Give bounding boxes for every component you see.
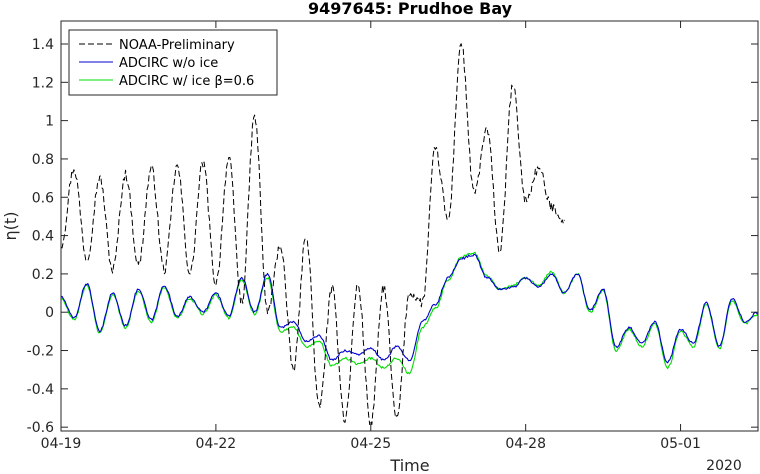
series-line-1 (60, 253, 759, 364)
y-tick-label: 1.4 (32, 37, 54, 53)
y-tick-label: 0.2 (32, 267, 54, 283)
y-tick-label: 0.4 (32, 229, 54, 245)
x-tick-label: 05-01 (660, 436, 701, 452)
y-tick-label: -0.6 (27, 420, 54, 436)
series-line-2 (60, 251, 759, 375)
y-tick-label: 1.2 (32, 75, 54, 91)
y-axis-label: η(t) (1, 212, 20, 241)
legend-label-2: ADCIRC w/ ice β=0.6 (119, 74, 254, 89)
series-line-0 (60, 43, 565, 426)
x-axis-label: Time (389, 456, 429, 474)
y-tick-label: 0 (45, 305, 54, 321)
legend-label-1: ADCIRC w/o ice (119, 56, 218, 71)
x-tick-label: 04-25 (350, 436, 391, 452)
x-axis: 04-19 04-22 04-25 04-28 05-01 (41, 21, 701, 452)
x-tick-label: 04-28 (505, 436, 546, 452)
y-axis: -0.6 -0.4 -0.2 0 0.2 0.4 0.6 0.8 1 1.2 1.4 (27, 37, 758, 436)
plot-frame (60, 20, 759, 432)
legend: NOAA-Preliminary ADCIRC w/o ice ADCIRC w/ … (68, 29, 278, 96)
chart-title: 9497645: Prudhoe Bay (308, 0, 513, 18)
y-tick-label: 0.6 (32, 190, 54, 206)
x-axis-year-label: 2020 (706, 458, 742, 474)
x-tick-label: 04-22 (196, 436, 237, 452)
legend-label-0: NOAA-Preliminary (119, 38, 235, 53)
series-layer (60, 43, 759, 426)
y-tick-label: -0.2 (27, 344, 54, 360)
y-tick-label: 1 (45, 114, 54, 130)
y-tick-label: 0.8 (32, 152, 54, 168)
x-tick-label: 04-19 (41, 436, 82, 452)
y-tick-label: -0.4 (27, 382, 54, 398)
